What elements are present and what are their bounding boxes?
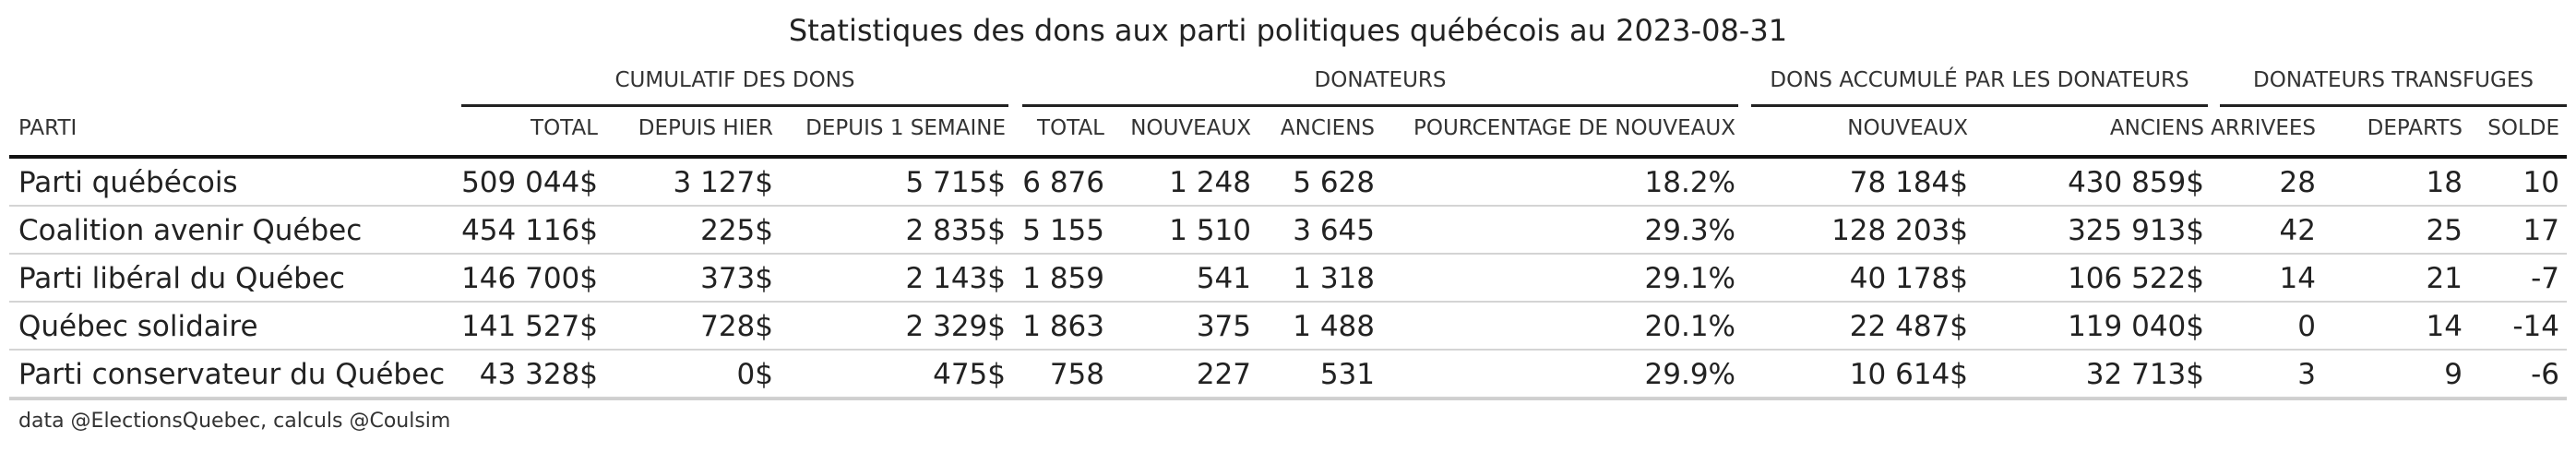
column-header: PARTI xyxy=(18,116,78,140)
value-cell: 227 xyxy=(1196,358,1251,391)
value-cell: 3 xyxy=(2297,358,2316,391)
value-cell: 758 xyxy=(1049,358,1104,391)
value-cell: 22 487$ xyxy=(1849,310,1968,343)
value-cell: 2 143$ xyxy=(905,262,1006,295)
value-cell: 541 xyxy=(1196,262,1251,295)
table-row: Parti québécois 509 044$ 3 127$ 5 715$ 6 876… xyxy=(9,159,2567,207)
value-cell: 29.9% xyxy=(1644,358,1735,391)
value-cell: 42 xyxy=(2279,214,2316,247)
value-cell: 128 203$ xyxy=(1831,214,1968,247)
value-cell: 1 248 xyxy=(1169,166,1251,199)
value-cell: 29.3% xyxy=(1644,214,1735,247)
column-header: TOTAL xyxy=(531,116,598,140)
column-header: DEPUIS 1 SEMAINE xyxy=(805,116,1006,140)
value-cell: 1 859 xyxy=(1022,262,1104,295)
value-cell: 14 xyxy=(2426,310,2463,343)
value-cell: 119 040$ xyxy=(2068,310,2204,343)
column-header: ANCIENS xyxy=(1280,116,1375,140)
value-cell: 1 510 xyxy=(1169,214,1251,247)
value-cell: 1 488 xyxy=(1293,310,1375,343)
value-cell: 21 xyxy=(2426,262,2463,295)
value-cell: 3 127$ xyxy=(673,166,773,199)
value-cell: 225$ xyxy=(700,214,773,247)
value-cell: 18.2% xyxy=(1644,166,1735,199)
value-cell: 20.1% xyxy=(1644,310,1735,343)
source-note: data @ElectionsQuebec, calculs @Coulsim xyxy=(18,410,451,433)
column-header: POURCENTAGE DE NOUVEAUX xyxy=(1413,116,1735,140)
value-cell: 10 xyxy=(2522,166,2559,199)
column-header: ANCIENS xyxy=(2109,116,2204,140)
value-cell: 5 155 xyxy=(1022,214,1104,247)
value-cell: -6 xyxy=(2531,358,2559,391)
value-cell: 5 628 xyxy=(1293,166,1375,199)
value-cell: 1 318 xyxy=(1293,262,1375,295)
column-header: ARRIVEES xyxy=(2211,116,2316,140)
column-header: TOTAL xyxy=(1037,116,1104,140)
value-cell: 14 xyxy=(2279,262,2316,295)
value-cell: 373$ xyxy=(700,262,773,295)
party-name-cell: Québec solidaire xyxy=(18,310,258,343)
column-header: SOLDE xyxy=(2487,116,2559,140)
value-cell: 454 116$ xyxy=(461,214,598,247)
value-cell: 43 328$ xyxy=(479,358,598,391)
column-group-header: DONATEURS xyxy=(1022,68,1738,107)
value-cell: 9 xyxy=(2444,358,2463,391)
column-group-header: DONATEURS TRANSFUGES xyxy=(2220,68,2567,107)
value-cell: 531 xyxy=(1319,358,1375,391)
table-row: Parti libéral du Québec 146 700$ 373$ 2 143… xyxy=(9,255,2567,303)
value-cell: 0 xyxy=(2297,310,2316,343)
value-cell: 32 713$ xyxy=(2085,358,2204,391)
party-name-cell: Parti libéral du Québec xyxy=(18,262,345,295)
value-cell: 146 700$ xyxy=(461,262,598,295)
header-rule xyxy=(9,155,2567,159)
value-cell: 430 859$ xyxy=(2068,166,2204,199)
value-cell: 728$ xyxy=(700,310,773,343)
value-cell: 141 527$ xyxy=(461,310,598,343)
value-cell: 28 xyxy=(2279,166,2316,199)
value-cell: 1 863 xyxy=(1022,310,1104,343)
value-cell: 17 xyxy=(2522,214,2559,247)
value-cell: 2 835$ xyxy=(905,214,1006,247)
table-row: Coalition avenir Québec 454 116$ 225$ 2 835… xyxy=(9,207,2567,255)
column-group-header: DONS ACCUMULÉ PAR LES DONATEURS xyxy=(1751,68,2208,107)
value-cell: 3 645 xyxy=(1293,214,1375,247)
value-cell: 10 614$ xyxy=(1849,358,1968,391)
value-cell: 78 184$ xyxy=(1849,166,1968,199)
column-group-header: CUMULATIF DES DONS xyxy=(461,68,1008,107)
value-cell: 106 522$ xyxy=(2068,262,2204,295)
table-row: Québec solidaire 141 527$ 728$ 2 329$ 1 863 3… xyxy=(9,303,2567,351)
value-cell: 6 876 xyxy=(1022,166,1104,199)
value-cell: 2 329$ xyxy=(905,310,1006,343)
value-cell: 375 xyxy=(1196,310,1251,343)
value-cell: 29.1% xyxy=(1644,262,1735,295)
column-header: DEPUIS HIER xyxy=(638,116,773,140)
value-cell: 25 xyxy=(2426,214,2463,247)
value-cell: 325 913$ xyxy=(2068,214,2204,247)
value-cell: 475$ xyxy=(933,358,1006,391)
value-cell: 509 044$ xyxy=(461,166,598,199)
party-name-cell: Coalition avenir Québec xyxy=(18,214,363,247)
value-cell: 18 xyxy=(2426,166,2463,199)
column-header: DEPARTS xyxy=(2367,116,2463,140)
value-cell: 0$ xyxy=(736,358,773,391)
value-cell: 40 178$ xyxy=(1849,262,1968,295)
value-cell: -7 xyxy=(2531,262,2559,295)
footer-rule xyxy=(9,398,2567,400)
table-title: Statistiques des dons aux parti politiqu… xyxy=(788,13,1788,48)
party-name-cell: Parti conservateur du Québec xyxy=(18,358,446,391)
column-header: NOUVEAUX xyxy=(1130,116,1251,140)
value-cell: 5 715$ xyxy=(905,166,1006,199)
table-row: Parti conservateur du Québec 43 328$ 0$ 475… xyxy=(9,351,2567,398)
value-cell: -14 xyxy=(2512,310,2559,343)
column-header: NOUVEAUX xyxy=(1847,116,1968,140)
party-name-cell: Parti québécois xyxy=(18,166,238,199)
